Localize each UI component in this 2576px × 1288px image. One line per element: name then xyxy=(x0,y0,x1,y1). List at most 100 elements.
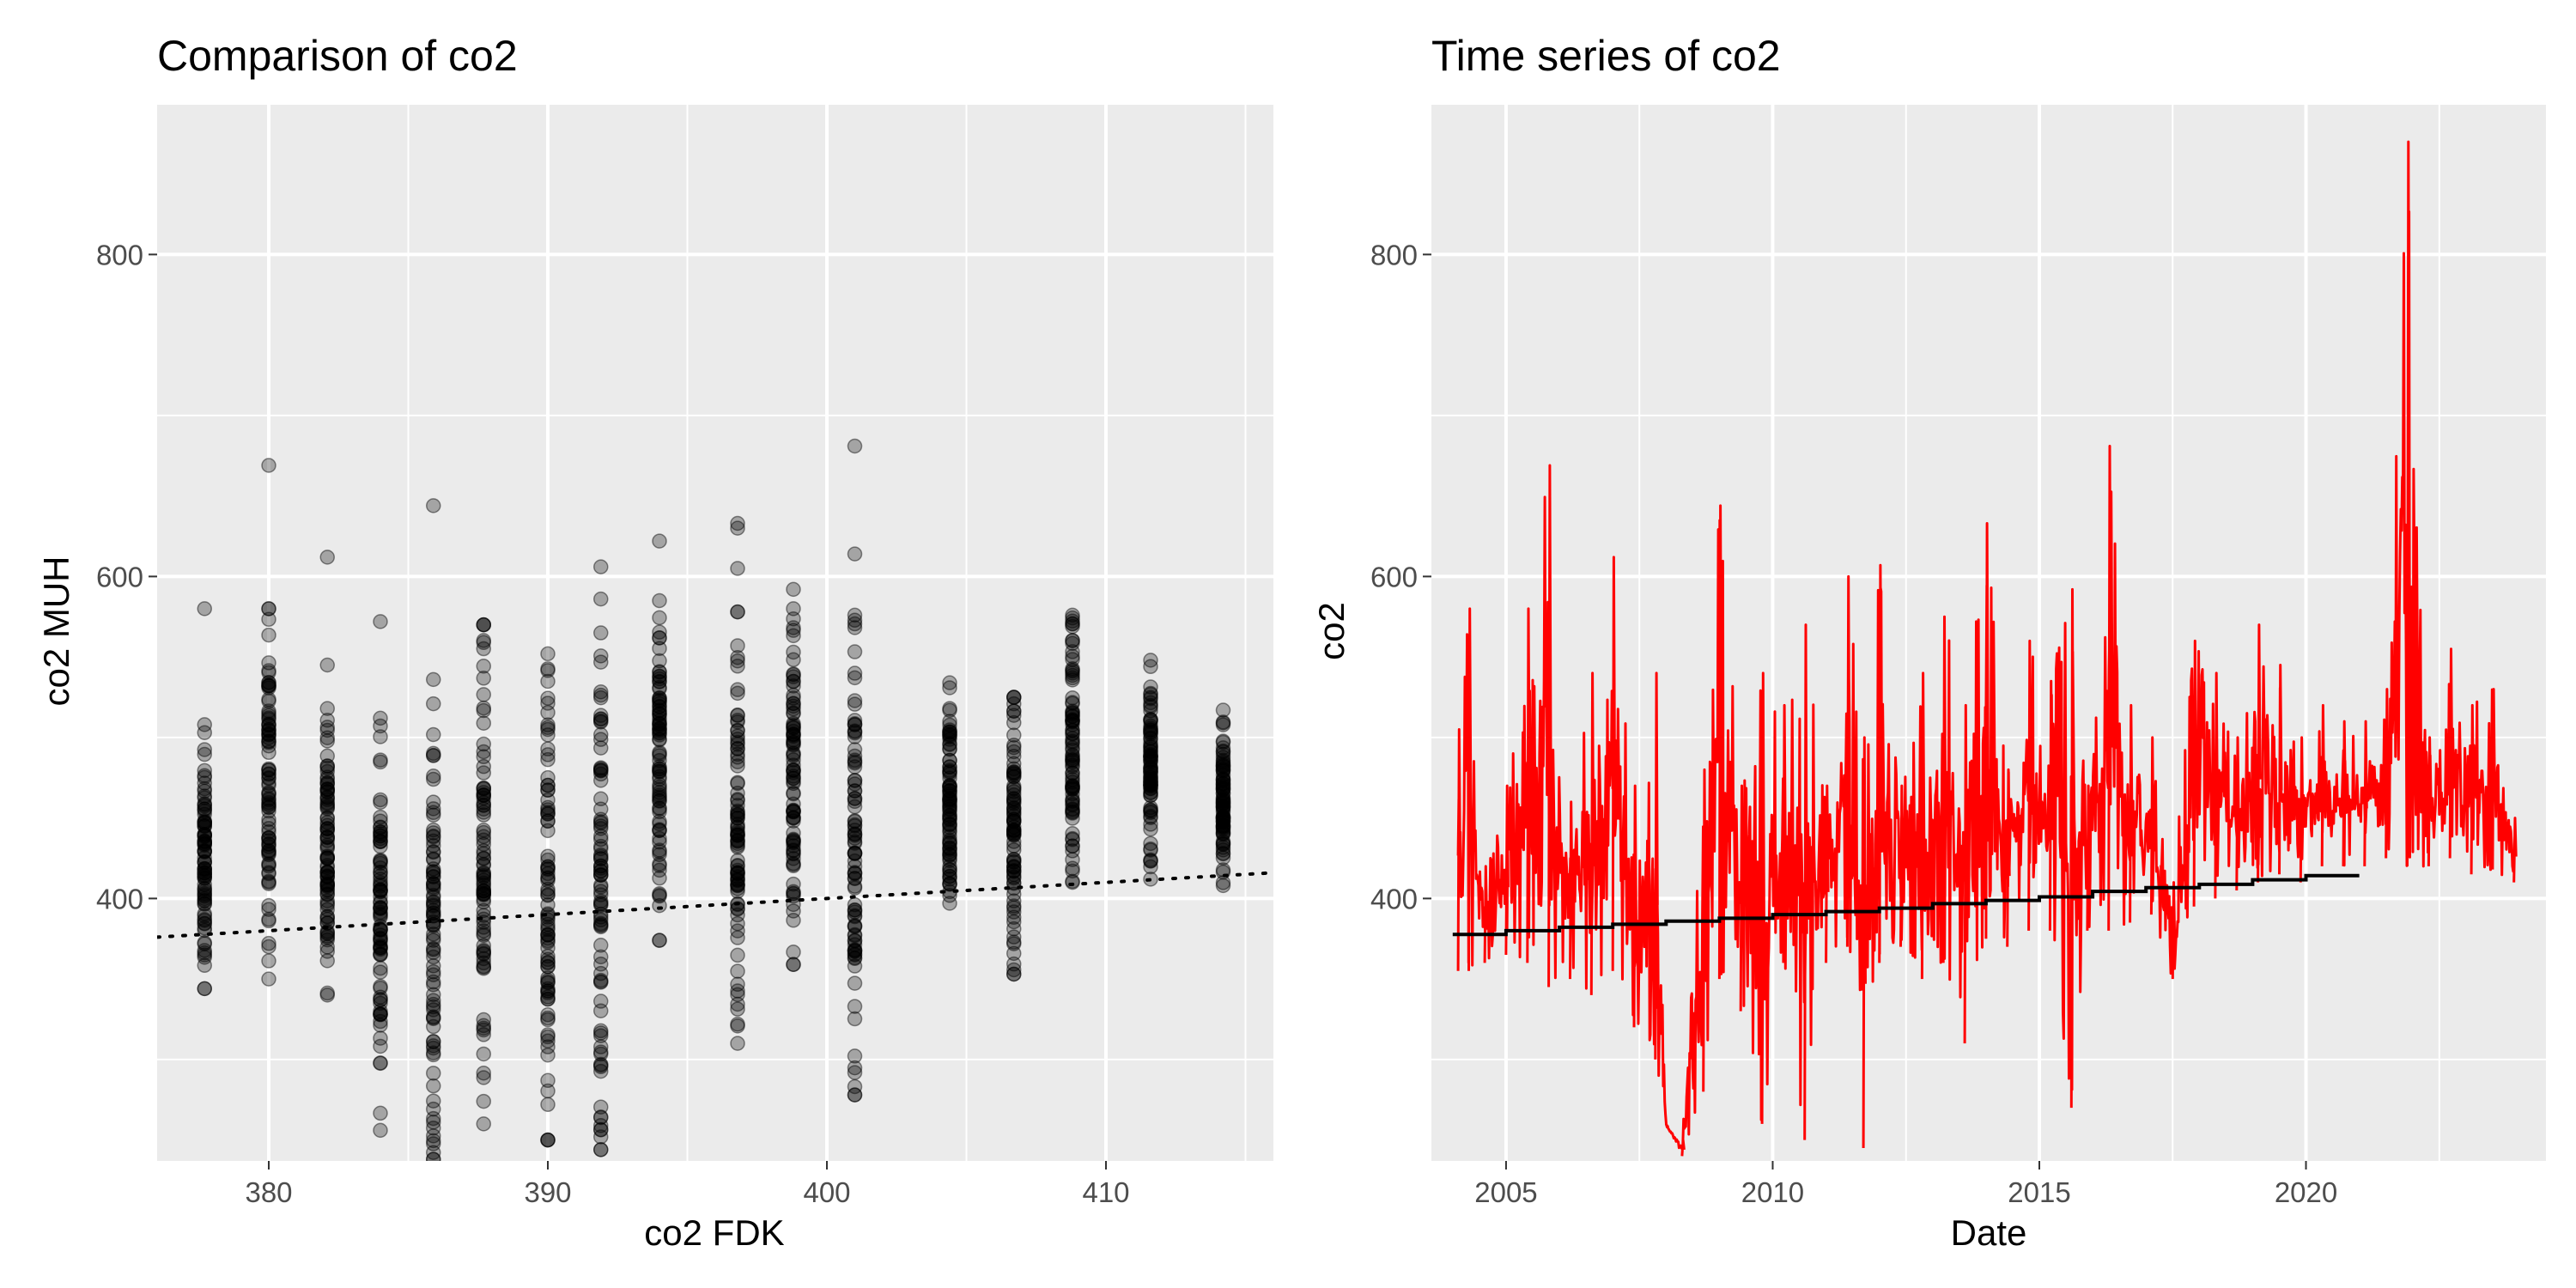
scatter-point xyxy=(593,915,609,932)
scatter-point xyxy=(942,807,957,823)
scatter-point xyxy=(426,1110,441,1127)
scatter-point xyxy=(197,815,212,831)
scatter-point xyxy=(476,914,491,930)
scatter-point xyxy=(652,847,667,862)
scatter-point xyxy=(786,667,801,683)
scatter-point xyxy=(261,791,276,806)
scatter-point xyxy=(426,996,441,1012)
scatter-point xyxy=(593,740,609,756)
black-series-line xyxy=(1452,873,2360,937)
scatter-point xyxy=(319,829,335,845)
scatter-point xyxy=(1143,769,1158,786)
scatter-point xyxy=(1143,712,1158,727)
scatter-point xyxy=(847,1087,863,1103)
scatter-point xyxy=(1143,659,1158,675)
scatter-point xyxy=(730,862,745,878)
scatter-point xyxy=(426,837,441,854)
scatter-point xyxy=(1006,893,1022,908)
scatter-point xyxy=(786,652,801,668)
scatter-point xyxy=(197,920,212,936)
scatter-point xyxy=(261,792,276,808)
scatter-point xyxy=(652,707,667,723)
scatter-point xyxy=(593,974,609,989)
scatter-point xyxy=(847,799,863,815)
scatter-point xyxy=(730,858,745,873)
scatter-point xyxy=(373,947,388,963)
scatter-point xyxy=(261,762,276,778)
scatter-point xyxy=(1065,826,1080,841)
scatter-point xyxy=(730,1018,745,1034)
scatter-point xyxy=(847,725,863,741)
scatter-point xyxy=(730,604,745,620)
scatter-point xyxy=(373,932,388,947)
scatter-point xyxy=(1065,690,1080,706)
scatter-point xyxy=(1065,791,1080,807)
scatter-point xyxy=(319,869,335,885)
scatter-point xyxy=(261,678,276,694)
scatter-point xyxy=(730,819,745,835)
scatter-point xyxy=(593,918,609,933)
scatter-point xyxy=(197,601,212,617)
scatter-point xyxy=(593,625,609,641)
scatter-point xyxy=(1143,697,1158,714)
scatter-point xyxy=(540,958,556,975)
scatter-point xyxy=(786,813,801,829)
timeseries-x-tick-label: 2015 xyxy=(2008,1176,2070,1208)
scatter-point xyxy=(1215,799,1231,814)
scatter-point xyxy=(476,880,491,896)
scatter-point xyxy=(319,722,335,738)
scatter-point xyxy=(426,1145,441,1160)
scatter-point xyxy=(319,864,335,880)
scatter-point xyxy=(652,822,667,837)
scatter-point xyxy=(730,817,745,832)
scatter-point xyxy=(1215,825,1231,841)
scatter-point xyxy=(786,701,801,717)
scatter-point xyxy=(786,762,801,778)
scatter-point xyxy=(197,817,212,833)
scatter-point xyxy=(730,1001,745,1017)
scatter-point xyxy=(652,668,667,684)
scatter-point xyxy=(426,1115,441,1130)
scatter-point xyxy=(426,844,441,860)
scatter-point xyxy=(197,887,212,902)
scatter-point xyxy=(942,840,957,856)
scatter-point xyxy=(593,559,609,574)
scatter-point xyxy=(1006,956,1022,972)
scatter-point xyxy=(847,917,863,933)
scatter-point xyxy=(652,732,667,747)
scatter-point xyxy=(1065,736,1080,752)
scatter-point xyxy=(1065,662,1080,678)
scatter-point xyxy=(786,734,801,750)
scatter-point xyxy=(1065,778,1080,794)
scatter-point xyxy=(373,901,388,916)
scatter-point xyxy=(730,858,745,874)
scatter-point xyxy=(1006,799,1022,816)
scatter-point xyxy=(786,802,801,818)
scatter-point xyxy=(652,653,667,669)
scatter-point xyxy=(730,805,745,820)
scatter-point xyxy=(786,762,801,779)
scatter-point xyxy=(373,979,388,994)
scatter-point xyxy=(197,828,212,844)
scatter-point xyxy=(786,803,801,818)
scatter-point xyxy=(1215,842,1231,858)
scatter-panel: Comparison of co2 co2 FDK co2 MUH 380 390… xyxy=(36,32,1273,1253)
scatter-point xyxy=(847,723,863,738)
scatter-point xyxy=(426,993,441,1008)
scatter-point xyxy=(730,963,745,979)
scatter-point xyxy=(476,765,491,781)
scatter-point xyxy=(942,848,957,864)
scatter-point xyxy=(1143,748,1158,763)
scatter-point xyxy=(540,991,556,1007)
scatter-point xyxy=(426,879,441,895)
scatter-point xyxy=(593,773,609,788)
scatter-point xyxy=(847,1078,863,1095)
scatter-point xyxy=(1065,644,1080,659)
scatter-point xyxy=(1215,778,1231,793)
scatter-point xyxy=(426,999,441,1015)
scatter-point xyxy=(1006,690,1022,705)
scatter-point xyxy=(373,894,388,909)
scatter-point xyxy=(373,710,388,726)
scatter-point xyxy=(319,850,335,866)
scatter-point xyxy=(373,813,388,829)
